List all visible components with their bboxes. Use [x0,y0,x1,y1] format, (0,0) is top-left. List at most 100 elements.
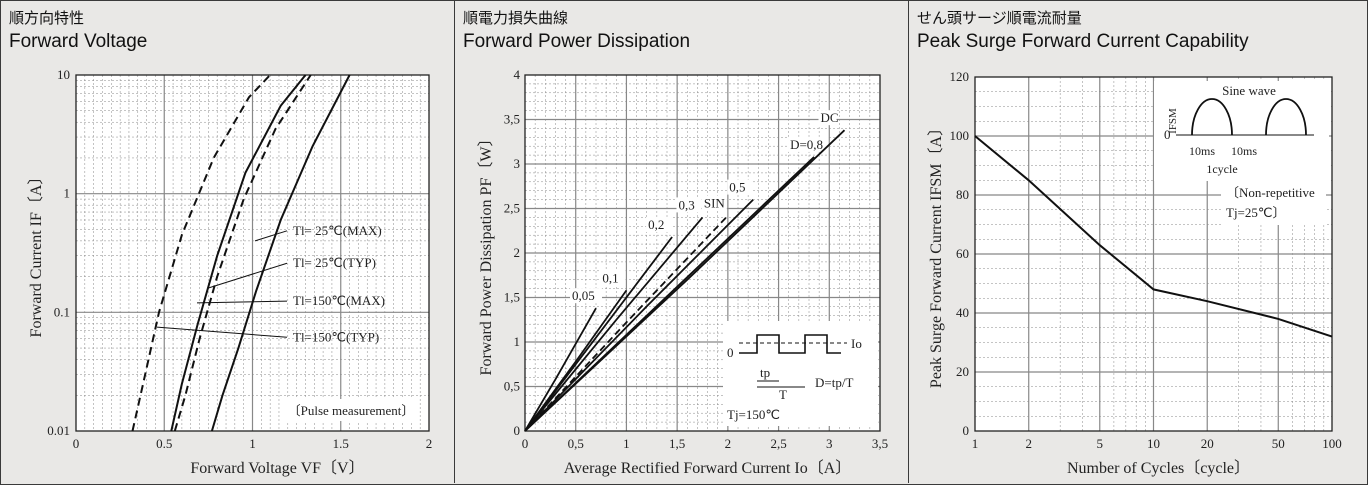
x-tick-label: 10 [1147,436,1160,451]
legend-leader-line [254,230,288,242]
forward-voltage-series-line [170,74,307,432]
y-tick-label: 80 [956,187,969,202]
inset-bg [723,321,878,426]
plot-border [75,74,430,432]
power-series-line [524,214,729,432]
y-tick-label: 20 [956,364,969,379]
y-tick-label: 0 [963,423,970,438]
inset-ifsm-label: IFSM [1167,108,1179,134]
annotation-bg [286,399,417,421]
y-tick-label: 3 [514,156,521,171]
power-series-line [524,198,754,432]
series-label-bg [646,216,672,232]
surge-current-title-en: Peak Surge Forward Current Capability [917,31,1249,52]
power-dissipation-panel: 順電力損失曲線 Forward Power Dissipation 0 0,5 1 1… [455,1,909,483]
x-tick-label: 2 [426,436,433,451]
y-tick-label: 3,5 [504,112,520,127]
x-tick-label: 0 [522,436,529,451]
y-tick-label: 40 [956,305,969,320]
series-label: 0,05 [572,288,595,303]
y-tick-label: 0.1 [54,304,70,319]
plot-border [974,76,1333,432]
surge-current-line [974,135,1333,338]
series-label-bg [727,179,753,195]
inset-sine-wave-label: Sine wave [1222,83,1276,98]
surge-current-chart: 1 2 5 10 20 50 100 0 20 40 60 80 100 120 Number of Cyc… [927,69,1342,477]
pulse-measurement-label: 〔Pulse measurement〕 [288,403,415,418]
series-label: DC [821,110,839,125]
x-tick-label: 1 [972,436,979,451]
series-label: 0,2 [648,217,664,232]
power-series-line [524,307,597,432]
forward-voltage-title-en: Forward Voltage [9,31,148,52]
inset-condition-bg [1221,179,1326,225]
forward-voltage-panel: 順方向特性 Forward Voltage 0 0.5 1 1.5 2 0.01 0.1 1 1… [1,1,455,483]
legend-leader-line [156,326,288,338]
inset-10ms-label-2: 10ms [1231,144,1257,158]
inset-sine-half-2 [1265,98,1307,136]
series-label-bg [818,110,837,126]
surge-current-title-jp: せん頭サージ順電流耐量 [917,9,1082,27]
series-label-bg [570,288,602,304]
inset-tj-label: Tj=150℃ [727,407,780,422]
y-tick-label: 1 [514,334,521,349]
x-axis-label: Forward Voltage VF〔V〕 [190,459,364,477]
x-tick-label: 1,5 [669,436,685,451]
legend-label: Tl=150℃(MAX) [293,293,385,308]
legend-leader-line [207,262,288,289]
y-tick-label: 0 [514,423,521,438]
y-axis-label: Forward Power Dissipation PF〔W〕 [477,131,495,376]
y-tick-label: 100 [950,128,970,143]
y-tick-label: 120 [950,69,970,84]
x-tick-label: 2 [1025,436,1032,451]
y-axis-label: Peak Surge Forward Current IFSM〔A〕 [927,120,945,388]
legend-label: Tl=150℃(TYP) [293,329,379,344]
y-tick-label: 60 [956,246,969,261]
x-tick-label: 2,5 [770,436,786,451]
x-tick-label: 1 [249,436,256,451]
inset-io-label: Io [851,336,862,351]
legend-leader-line [196,300,288,304]
series-label-bg [701,195,727,211]
y-axis-label: Forward Current IF〔A〕 [27,169,45,338]
inset-t-label: T [779,387,787,402]
x-axis-label: Average Rectified Forward Current Io〔A〕 [564,459,852,477]
series-label: 0,5 [729,180,745,195]
series-label-bg [600,270,626,286]
x-tick-label: 3,5 [872,436,888,451]
y-tick-label: 10 [57,67,70,82]
series-label: 0,1 [602,270,618,285]
forward-voltage-chart: 0 0.5 1 1.5 2 0.01 0.1 1 10 Forward Voltage VF〔V〕… [27,67,433,477]
x-tick-label: 0.5 [156,436,172,451]
inset-zero-label: 0 [1164,127,1171,142]
x-tick-label: 2 [725,436,732,451]
power-series-line [524,236,673,432]
non-repetitive-label: 〔Non-repetitive [1226,185,1315,200]
forward-voltage-title-jp: 順方向特性 [9,9,85,27]
y-tick-label: 4 [514,67,521,82]
x-tick-label: 50 [1272,436,1285,451]
y-tick-label: 2,5 [504,201,520,216]
inset-tp-label: tp [760,365,770,380]
series-label: 0,3 [679,197,695,212]
series-label: SIN [704,196,726,211]
x-tick-label: 0 [73,436,80,451]
power-series-line [524,216,704,432]
x-tick-label: 0,5 [568,436,584,451]
surge-current-panel: せん頭サージ順電流耐量 Peak Surge Forward Current C… [909,1,1366,483]
x-tick-label: 1.5 [333,436,349,451]
legend-label: Tl= 25℃(MAX) [293,223,382,238]
legend-label: Tl= 25℃(TYP) [293,255,376,270]
forward-voltage-series-line [173,74,312,432]
inset-bg [1154,81,1329,181]
series-label: D=0,8 [790,137,823,152]
forward-voltage-series-line [131,74,271,432]
x-tick-label: 3 [826,436,833,451]
y-tick-label: 2 [514,245,521,260]
y-tick-label: 1 [64,186,71,201]
x-tick-label: 20 [1201,436,1214,451]
forward-voltage-series-line [210,74,351,432]
x-tick-label: 5 [1097,436,1104,451]
inset-pulse-waveform [739,334,841,354]
power-dissipation-chart: 0 0,5 1 1,5 2 2,5 3 3,5 0 0,5 1 1,5 2 2,5 3 3,5 4 Average… [477,67,888,477]
